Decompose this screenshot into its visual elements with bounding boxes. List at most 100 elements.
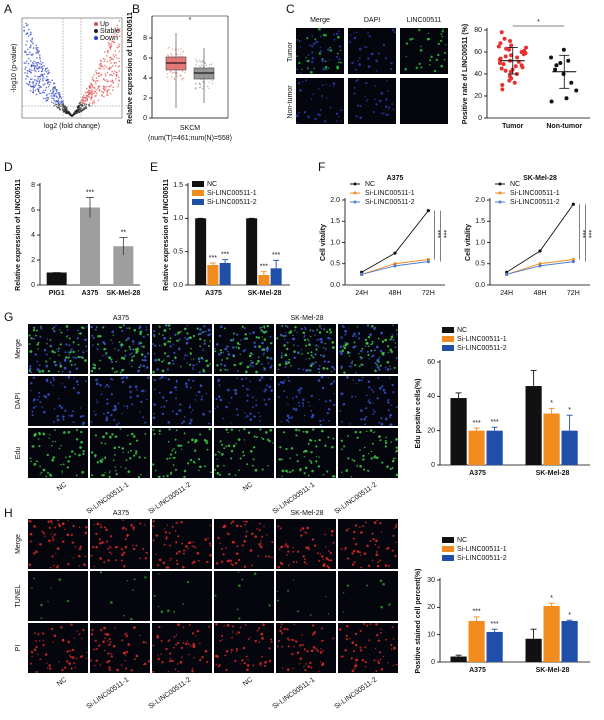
speckle bbox=[385, 113, 388, 116]
speckle bbox=[132, 343, 135, 346]
speckle bbox=[337, 61, 340, 64]
speckle bbox=[317, 552, 319, 554]
speckle bbox=[153, 352, 156, 355]
speckle bbox=[253, 435, 256, 438]
speckle bbox=[353, 332, 356, 336]
speckle bbox=[329, 399, 332, 402]
speckle bbox=[294, 408, 298, 411]
speckle bbox=[93, 364, 97, 367]
volcano-dot bbox=[117, 76, 120, 79]
speckle bbox=[225, 428, 229, 431]
speckle bbox=[189, 645, 192, 647]
volcano-dot bbox=[30, 69, 33, 71]
speckle bbox=[314, 440, 317, 442]
speckle bbox=[345, 529, 349, 532]
micrograph bbox=[348, 78, 396, 124]
speckle bbox=[147, 352, 150, 355]
speckle bbox=[185, 545, 188, 548]
speckle bbox=[331, 346, 335, 349]
speckle bbox=[202, 348, 204, 350]
jitter-dot bbox=[210, 63, 213, 65]
speckle bbox=[384, 417, 388, 421]
speckle bbox=[144, 355, 147, 359]
y-tick-label: 1.0 bbox=[475, 239, 485, 246]
volcano-dot bbox=[49, 90, 52, 92]
speckle bbox=[230, 457, 233, 460]
speckle bbox=[72, 341, 75, 344]
speckle bbox=[358, 352, 360, 355]
speckle bbox=[323, 360, 326, 363]
volcano-dot bbox=[52, 97, 55, 100]
volcano-dot bbox=[28, 51, 31, 54]
volcano-dot bbox=[44, 89, 47, 92]
speckle bbox=[309, 44, 311, 46]
volcano-dot bbox=[95, 69, 97, 72]
speckle bbox=[36, 343, 39, 346]
micrograph bbox=[276, 519, 336, 569]
micrograph-bg bbox=[90, 519, 150, 569]
speckle bbox=[384, 439, 387, 442]
volcano-dot bbox=[26, 69, 29, 72]
speckle bbox=[65, 356, 68, 359]
speckle bbox=[71, 541, 75, 544]
speckle bbox=[320, 340, 324, 344]
speckle bbox=[313, 67, 315, 70]
speckle bbox=[71, 656, 75, 659]
speckle bbox=[327, 566, 330, 569]
speckle bbox=[37, 348, 39, 350]
speckle bbox=[263, 398, 266, 401]
column-label: Si-LINC00511-2 bbox=[333, 481, 378, 515]
speckle bbox=[230, 563, 233, 565]
speckle bbox=[216, 458, 218, 460]
speckle bbox=[380, 112, 383, 114]
speckle bbox=[67, 430, 71, 434]
speckle bbox=[239, 457, 242, 460]
speckle bbox=[59, 329, 61, 331]
volcano-dot bbox=[109, 80, 112, 83]
column-label: Si-LINC00511-2 bbox=[147, 481, 192, 515]
speckle bbox=[261, 468, 264, 471]
speckle bbox=[263, 390, 266, 393]
speckle bbox=[96, 348, 99, 351]
volcano-dot bbox=[40, 66, 43, 69]
volcano-dot bbox=[58, 103, 60, 106]
speckle bbox=[186, 332, 189, 335]
speckle bbox=[249, 412, 252, 415]
volcano-dot bbox=[38, 84, 40, 87]
speckle bbox=[175, 634, 178, 636]
annotation: * bbox=[568, 612, 571, 619]
speckle bbox=[386, 90, 389, 92]
speckle bbox=[157, 605, 160, 608]
speckle bbox=[321, 59, 324, 63]
speckle bbox=[190, 347, 192, 350]
speckle bbox=[341, 471, 343, 473]
speckle bbox=[319, 46, 322, 49]
speckle bbox=[82, 327, 85, 329]
speckle bbox=[95, 532, 98, 536]
speckle bbox=[377, 546, 380, 549]
speckle bbox=[193, 545, 196, 548]
speckle bbox=[259, 522, 261, 525]
speckle bbox=[196, 629, 200, 633]
speckle bbox=[372, 391, 375, 393]
speckle bbox=[159, 344, 161, 347]
speckle bbox=[284, 379, 287, 382]
speckle bbox=[198, 469, 200, 472]
speckle bbox=[192, 560, 196, 564]
speckle bbox=[296, 331, 298, 334]
speckle bbox=[179, 660, 183, 664]
speckle bbox=[239, 626, 242, 629]
speckle bbox=[178, 409, 182, 412]
annotation: *** bbox=[578, 230, 585, 238]
speckle bbox=[286, 668, 290, 671]
speckle bbox=[367, 469, 370, 472]
speckle bbox=[312, 646, 316, 649]
volcano-dot bbox=[101, 65, 104, 68]
speckle bbox=[180, 646, 184, 650]
volcano-dot bbox=[98, 88, 101, 91]
speckle bbox=[142, 416, 145, 419]
x-tick-label: A375 bbox=[82, 290, 99, 297]
speckle bbox=[269, 342, 273, 345]
y-axis-label: Relative expression of LINC00511 bbox=[163, 179, 170, 291]
speckle bbox=[395, 663, 398, 666]
